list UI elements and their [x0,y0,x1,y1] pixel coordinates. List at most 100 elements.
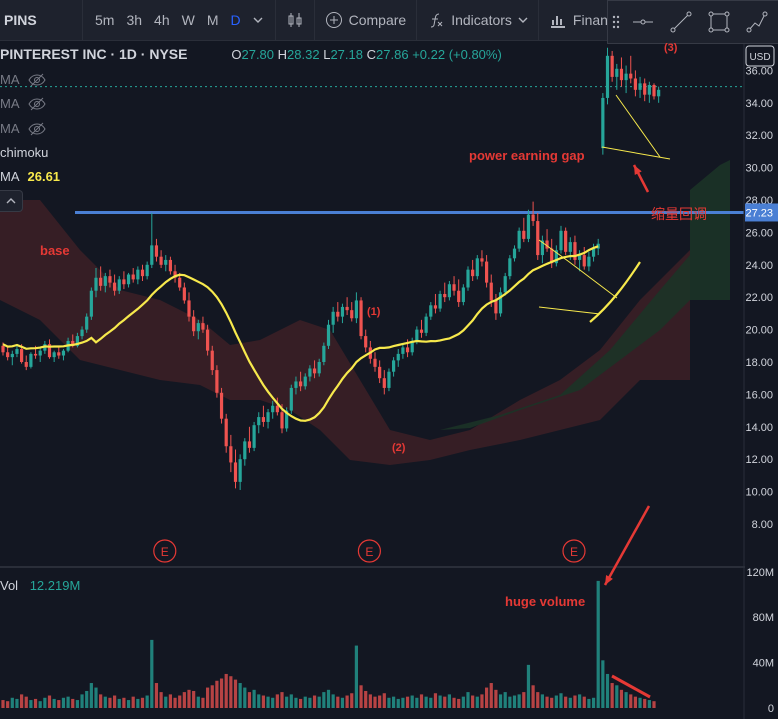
volume-bar [1,700,5,708]
current-price-label: 27.23 [745,207,773,219]
candle-body [345,306,349,311]
indicator-row[interactable]: MA [0,121,46,136]
candle-body [480,258,484,262]
candle-body [326,324,331,346]
symbol-search[interactable]: PINS [4,12,37,28]
volume-label: Vol [0,578,19,593]
candle-body [373,358,377,367]
volume-bar [336,696,340,708]
horizontal-line-tool-icon[interactable] [624,2,662,42]
candle-body [113,282,117,291]
y-tick-label: 30.00 [745,163,773,175]
y-tick-label: 12.00 [745,454,773,466]
candle-body [99,277,103,286]
timeframe-dropdown-icon[interactable] [247,12,269,28]
earnings-marker[interactable]: E [357,539,381,563]
y-tick-label: 10.00 [745,487,773,499]
candle [238,454,242,490]
candle-body [350,310,354,319]
candle-body [498,292,503,314]
candle-body [526,214,531,239]
volume-bar [94,687,98,708]
annotation-chinese: 缩量回调 [651,206,707,222]
candle-body [447,284,451,298]
candle [452,276,456,296]
eye-hidden-icon[interactable] [27,73,46,87]
indicators-button[interactable]: Indicators [417,11,538,29]
candle [401,344,405,359]
indicator-row[interactable]: MA [0,72,46,87]
volume-bar [159,692,163,708]
candle [503,272,507,296]
y-tick-label: 36.00 [745,65,773,77]
candle-body [38,350,42,356]
toolbar-divider [416,0,418,40]
candle [564,227,568,256]
candle-body [359,300,363,337]
indicator-row[interactable]: MA 26.61 [0,169,60,184]
timeframe-w[interactable]: W [181,12,195,28]
indicators-label: Indicators [451,12,512,28]
candle [410,337,414,356]
candle-body [173,271,177,278]
candle-body [545,240,549,249]
timeframe-5m[interactable]: 5m [95,12,115,28]
timeframe-4h[interactable]: 4h [154,12,170,28]
candle-body [285,410,289,429]
eye-hidden-icon[interactable] [27,122,46,136]
candle-body [10,353,14,358]
candle [443,282,447,303]
volume-bar [154,683,159,708]
volume-bar [103,696,107,708]
candle-body [624,73,628,81]
volume-bar [80,694,84,708]
volume-bar [243,687,247,708]
candle [10,350,14,366]
candle [99,266,103,291]
trend-line-tool-icon[interactable] [662,2,700,42]
earnings-marker[interactable]: E [562,539,586,563]
eye-hidden-icon[interactable] [27,97,46,111]
candle [326,319,331,350]
arrow-to-flag-head [634,165,642,175]
rectangle-tool-icon[interactable] [700,2,738,42]
drag-handle-icon[interactable] [608,2,624,42]
timeframe-d[interactable]: D [230,12,241,28]
collapse-legend-button[interactable] [0,190,23,212]
chart-type-button[interactable] [276,11,314,29]
candle [429,302,433,320]
indicator-row[interactable]: MA [0,96,46,111]
candle-body [150,245,154,265]
candle-body [652,84,656,97]
path-tool-icon[interactable] [738,2,776,42]
candle-body [410,340,414,353]
low-key: L [323,47,331,62]
timeframe-m[interactable]: M [206,12,219,28]
volume-bar [443,696,447,708]
volume-bar [210,685,214,708]
currency-button[interactable]: USD [745,45,775,67]
timeframe-3h[interactable]: 3h [126,12,143,28]
volume-tick-label: 0 [768,703,774,715]
earnings-letter: E [570,545,578,559]
volume-bar [71,698,75,708]
candle [117,276,121,294]
financials-button[interactable]: Financ [539,11,625,29]
volume-bar [522,692,526,708]
candle-body [336,311,340,317]
volume-bar [396,698,400,708]
candle [587,251,591,272]
candle-body [196,323,200,332]
candle [582,246,586,270]
earnings-marker[interactable]: E [153,539,177,563]
symbol-title[interactable]: PINTEREST INC · 1D · NYSE [0,46,188,62]
volume-bar [624,692,628,708]
candle-body [503,276,507,293]
indicator-row[interactable]: chimoku [0,145,48,160]
candle [29,352,33,369]
candle-body [271,405,275,413]
annotation-base: base [40,243,70,258]
compare-button[interactable]: Compare [315,11,417,29]
candle [331,306,335,333]
